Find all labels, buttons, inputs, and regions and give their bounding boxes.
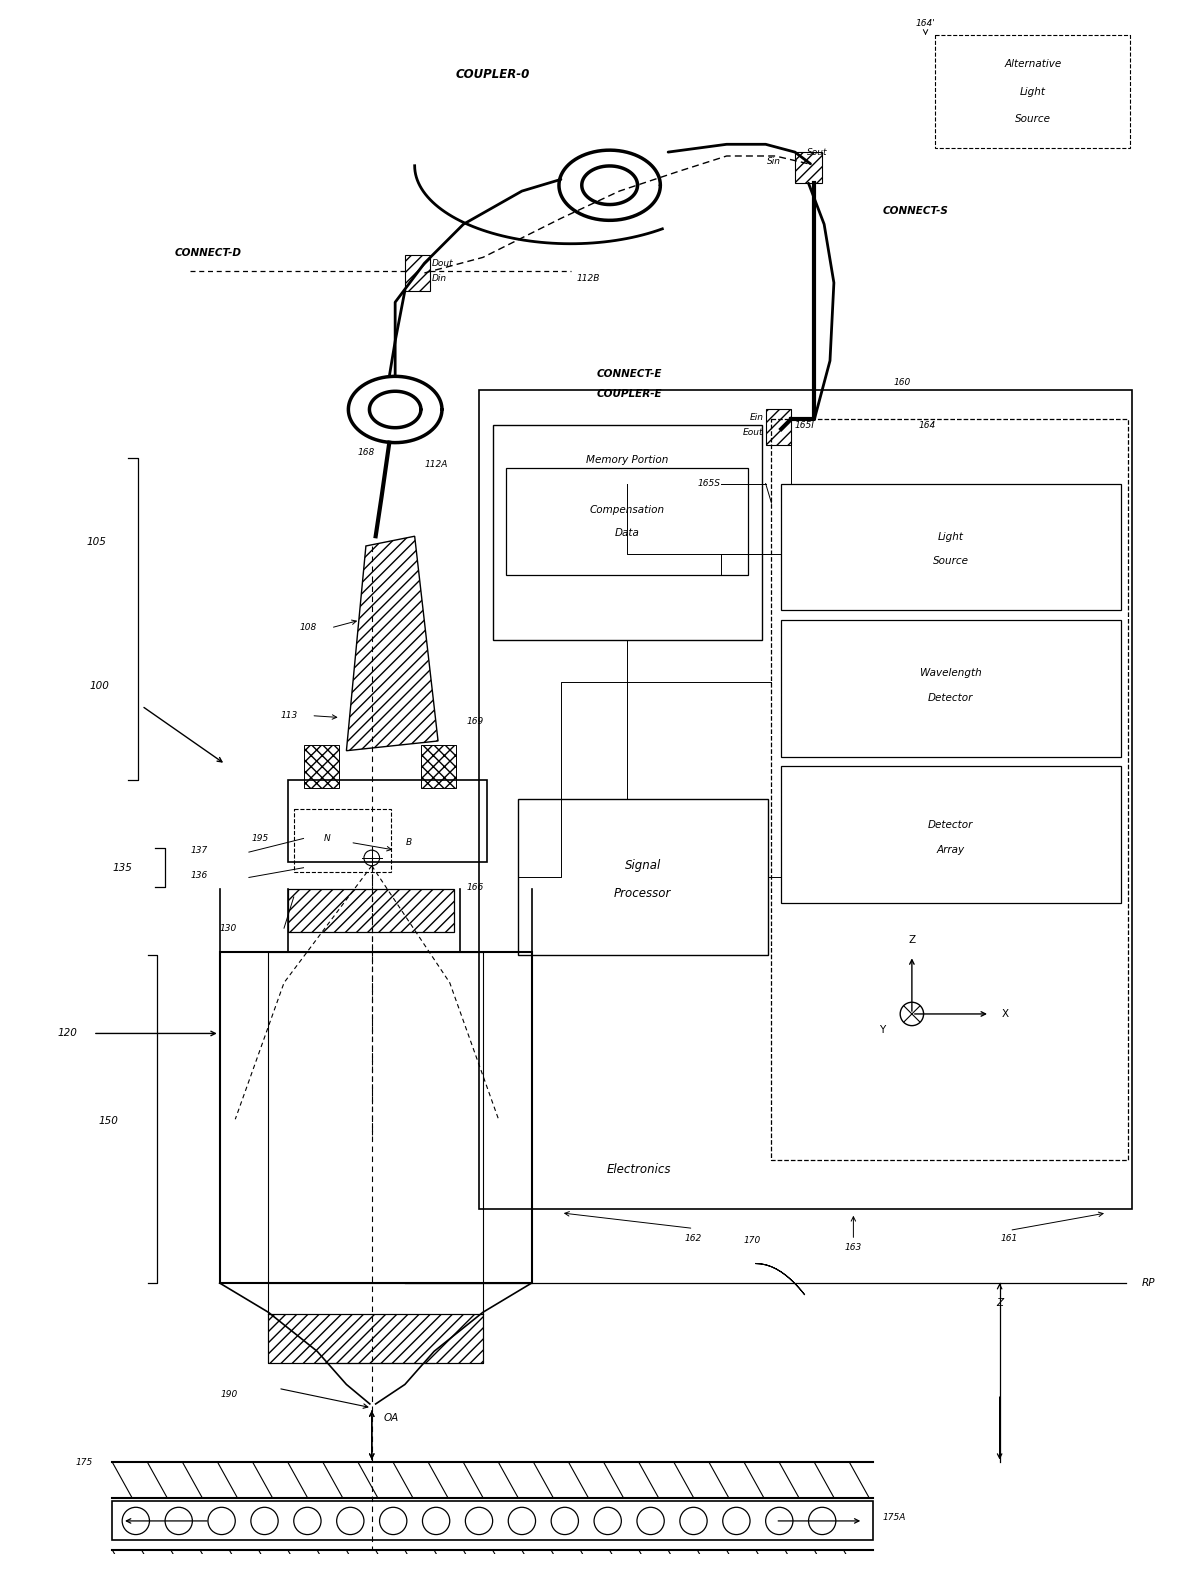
Text: Data: Data [615,528,640,539]
Text: 112B: 112B [577,274,600,284]
Text: RP: RP [1142,1278,1155,1288]
Text: Eout: Eout [743,429,764,437]
Text: 130: 130 [219,923,237,932]
Bar [781,620,1120,757]
Text: Wavelength: Wavelength [920,668,982,677]
Text: 170: 170 [744,1235,760,1245]
Text: Memory Portion: Memory Portion [586,456,669,465]
Bar [765,410,791,445]
Text: Light: Light [938,532,964,542]
Text: 190: 190 [221,1390,238,1398]
Text: CONNECT-D: CONNECT-D [175,249,242,258]
Text: B: B [405,838,412,846]
Text: 169: 169 [466,717,484,725]
Bar [771,419,1129,1160]
Text: X: X [1002,1009,1010,1019]
Text: OA: OA [384,1412,399,1422]
Bar [781,767,1120,902]
Text: Y: Y [880,1025,886,1035]
Text: Ein: Ein [750,413,764,422]
Bar [492,426,762,639]
Text: Source: Source [1014,113,1051,124]
Text: 108: 108 [300,623,317,633]
Text: COUPLER-E: COUPLER-E [596,389,662,398]
Text: 165S: 165S [697,480,721,488]
Bar [288,889,454,932]
Text: CONNECT-E: CONNECT-E [596,370,662,379]
Text: 168: 168 [358,448,374,457]
Bar [268,1313,483,1363]
Text: Detector: Detector [929,819,974,830]
Text: 136: 136 [191,870,207,880]
Text: Z: Z [997,1298,1004,1307]
Bar [219,952,532,1283]
Text: 195: 195 [252,834,268,843]
Bar [304,744,339,787]
Text: 175: 175 [75,1459,93,1466]
Text: Din: Din [433,274,447,284]
Polygon shape [347,536,437,751]
Text: Dout: Dout [433,258,454,268]
Bar [795,151,822,183]
Text: COUPLER-0: COUPLER-0 [455,67,529,81]
Text: 135: 135 [112,862,132,872]
Text: Alternative: Alternative [1004,59,1061,70]
Text: Electronics: Electronics [607,1164,671,1176]
Text: Light: Light [1020,86,1045,97]
Text: N: N [323,834,330,843]
Bar [781,483,1120,611]
Text: CONNECT-S: CONNECT-S [882,206,949,215]
Text: 164: 164 [919,421,936,429]
Bar [405,255,430,290]
Text: Sin: Sin [768,158,781,166]
Bar [507,469,749,575]
Text: Compensation: Compensation [590,505,665,515]
Text: 166: 166 [466,883,484,891]
Bar [936,35,1130,148]
Bar [421,744,455,787]
Text: Z: Z [908,934,915,945]
Text: 120: 120 [58,1028,77,1038]
Text: 160: 160 [894,378,911,387]
Text: Detector: Detector [929,693,974,703]
Text: 105: 105 [87,537,107,547]
Text: Source: Source [933,556,969,566]
Text: 175A: 175A [882,1513,906,1522]
Text: 162: 162 [685,1234,702,1243]
Bar [479,391,1132,1208]
Text: Processor: Processor [614,886,671,899]
Text: 165I: 165I [795,421,815,429]
Bar [112,1502,873,1540]
Text: 137: 137 [191,846,207,854]
Bar [519,800,768,955]
Text: Array: Array [937,845,966,854]
Bar [288,779,486,862]
Bar [293,810,391,872]
Text: 163: 163 [845,1243,862,1253]
Text: 100: 100 [89,681,108,692]
Text: Sout: Sout [807,148,827,156]
Text: 161: 161 [1001,1234,1018,1243]
Text: 150: 150 [99,1116,118,1127]
Text: 113: 113 [280,711,298,720]
Bar [268,952,483,1283]
Text: 112A: 112A [424,459,448,469]
Text: 164': 164' [915,19,936,29]
Text: Signal: Signal [625,859,660,872]
